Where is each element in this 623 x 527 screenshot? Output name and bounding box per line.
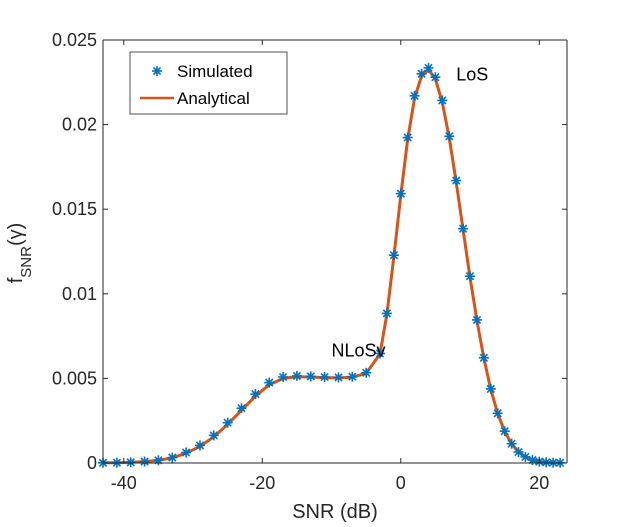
series-layer [98, 62, 566, 468]
y-axis-label-arg: (γ) [5, 223, 27, 246]
x-axis-label: SNR (dB) [292, 501, 378, 523]
simulated-point [264, 377, 275, 388]
simulated-point [208, 430, 219, 441]
simulated-point [319, 372, 330, 382]
simulated-point [375, 348, 385, 359]
simulated-point [492, 408, 503, 419]
y-axis-label-sub: SNR [18, 246, 35, 278]
simulated-point [181, 447, 192, 458]
simulated-point [278, 372, 289, 382]
simulated-point [291, 370, 302, 381]
legend-marker-simulated [152, 66, 162, 76]
simulated-point [513, 447, 524, 457]
simulated-point [402, 132, 413, 143]
simulated-point [506, 438, 517, 449]
simulated-point [458, 223, 469, 234]
simulated-point [451, 175, 462, 186]
simulated-point [167, 452, 178, 463]
simulated-point [478, 352, 489, 363]
y-tick-label: 0.02 [62, 115, 97, 135]
y-axis-label: fSNR(γ) [5, 223, 35, 284]
simulated-point [499, 426, 510, 437]
annotation-nlosv: NLoSv [332, 340, 386, 360]
simulated-point [409, 90, 420, 101]
x-tick-label: 20 [529, 473, 549, 493]
y-tick-label: 0.01 [62, 284, 97, 304]
legend-label-simulated: Simulated [177, 62, 253, 81]
x-tick-label: -20 [249, 473, 275, 493]
simulated-point [465, 271, 475, 282]
simulated-point [395, 188, 406, 199]
simulated-point [305, 371, 316, 382]
y-tick-label: 0.025 [52, 30, 97, 50]
simulated-point [388, 250, 399, 261]
legend: Simulated Analytical [129, 51, 288, 115]
simulated-point [236, 403, 247, 414]
axes-layer: -40 -20 0 20 0 0.005 0.01 0.015 0.02 0.025 [52, 30, 568, 493]
y-tick-label: 0 [87, 453, 97, 473]
legend-box [129, 51, 288, 115]
simulated-point [250, 389, 261, 400]
simulated-point [195, 440, 205, 451]
annotation-layer: LoS NLoSv [332, 65, 489, 361]
simulated-point [416, 68, 427, 79]
simulated-point [139, 456, 150, 467]
legend-label-analytical: Analytical [177, 89, 250, 108]
x-tick-label: -40 [111, 473, 137, 493]
simulated-point [430, 72, 441, 83]
simulated-point [347, 371, 358, 382]
simulated-point [437, 95, 448, 106]
simulated-point [153, 455, 164, 466]
simulated-point [423, 62, 434, 73]
y-tick-label: 0.005 [52, 368, 97, 388]
y-axis-label-main: f [5, 277, 27, 283]
simulated-point [472, 314, 482, 325]
annotation-los: LoS [456, 65, 488, 85]
y-tick-label: 0.015 [52, 199, 97, 219]
simulated-point [222, 417, 233, 428]
x-tick-label: 0 [396, 473, 406, 493]
simulated-point [381, 308, 392, 319]
simulated-point [485, 383, 496, 394]
simulated-point [333, 372, 344, 383]
simulated-point [444, 131, 455, 142]
simulated-point [125, 457, 136, 468]
simulated-point [361, 367, 372, 378]
